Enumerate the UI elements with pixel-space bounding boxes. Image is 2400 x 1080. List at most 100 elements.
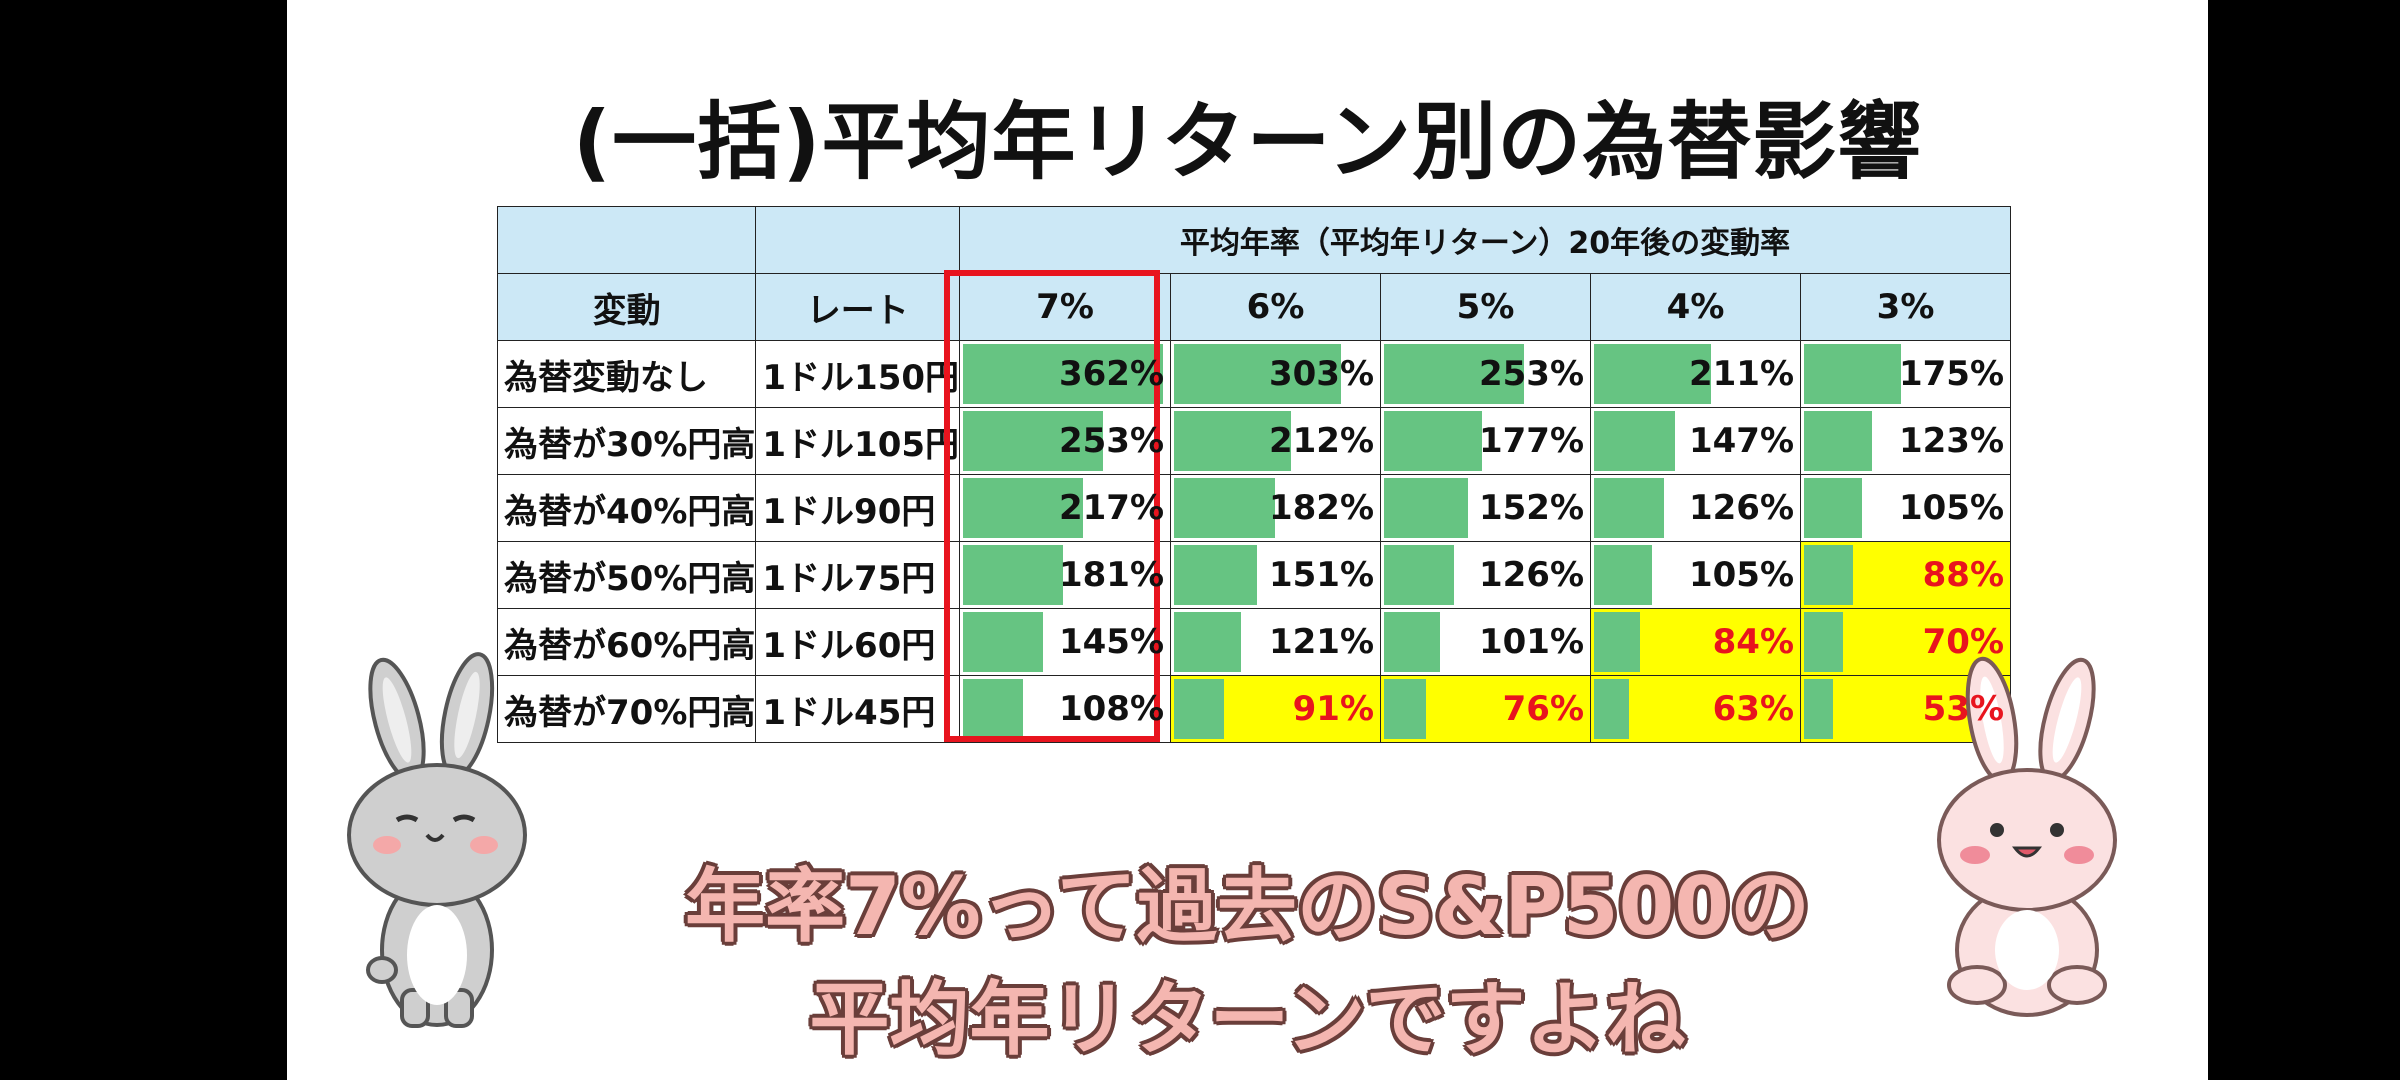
data-bar	[1384, 478, 1469, 538]
value-text: 182%	[1268, 488, 1375, 528]
value-text: 217%	[1058, 488, 1165, 528]
data-bar	[1384, 411, 1483, 471]
value-text: 175%	[1898, 354, 2005, 394]
column-header-row: 変動 レート 7% 6% 5% 4% 3%	[496, 273, 2012, 341]
caption-line-2: 平均年リターンですよね	[809, 973, 1686, 1066]
data-bar	[1804, 411, 1873, 471]
data-bar	[1594, 612, 1641, 672]
value-cell: 152%	[1380, 474, 1592, 542]
col-header-6pct: 6%	[1170, 273, 1382, 341]
group-header: 平均年率（平均年リターン）20年後の変動率	[959, 206, 2012, 274]
value-cell: 101%	[1380, 608, 1592, 676]
row-rate: 1ドル60円	[755, 608, 961, 676]
value-text: 126%	[1688, 488, 1795, 528]
data-bar	[1804, 344, 1902, 404]
value-cell: 108%	[959, 675, 1172, 743]
value-text: 181%	[1058, 555, 1165, 595]
table-row: 為替が40%円高 1ドル90円 217% 182% 152% 126% 105%	[496, 474, 2012, 542]
row-label: 為替が50%円高	[496, 541, 757, 609]
value-text: 53%	[1922, 689, 2005, 729]
value-text: 212%	[1268, 421, 1375, 461]
col-header-5pct: 5%	[1380, 273, 1592, 341]
data-bar	[963, 344, 1164, 404]
table-body: 為替変動なし 1ドル150円 362% 303% 253% 211% 175% 為替が30%円…	[496, 340, 2012, 743]
group-header-row: 平均年率（平均年リターン）20年後の変動率	[496, 206, 2012, 274]
grey-bunny-icon	[347, 652, 527, 1028]
table-row: 為替が30%円高 1ドル105円 253% 212% 177% 147% 123%	[496, 407, 2012, 475]
value-cell: 212%	[1170, 407, 1382, 475]
data-bar	[1174, 679, 1225, 739]
row-label: 為替が30%円高	[496, 407, 757, 475]
value-cell: 88%	[1800, 541, 2012, 609]
data-bar	[963, 612, 1044, 672]
value-text: 211%	[1688, 354, 1795, 394]
value-cell: 253%	[1380, 340, 1592, 408]
highlight-box-7pct	[944, 270, 1160, 742]
row-label: 為替が70%円高	[496, 675, 757, 743]
data-bar	[1174, 411, 1292, 471]
value-cell: 177%	[1380, 407, 1592, 475]
value-cell: 91%	[1170, 675, 1382, 743]
page-title: (一括)平均年リターン別の為替影響	[572, 93, 1923, 191]
value-cell: 303%	[1170, 340, 1382, 408]
value-text: 151%	[1268, 555, 1375, 595]
value-text: 253%	[1058, 421, 1165, 461]
value-cell: 123%	[1800, 407, 2012, 475]
value-text: 126%	[1478, 555, 1585, 595]
data-bar	[1174, 344, 1342, 404]
table-row: 為替が70%円高 1ドル45円 108% 91% 76% 63% 53%	[496, 675, 2012, 743]
value-text: 70%	[1922, 622, 2005, 662]
table-row: 為替が60%円高 1ドル60円 145% 121% 101% 84% 70%	[496, 608, 2012, 676]
value-text: 63%	[1712, 689, 1795, 729]
data-bar	[1384, 612, 1441, 672]
pink-bunny-icon	[1937, 656, 2117, 1017]
data-bar	[1174, 612, 1242, 672]
value-cell: 181%	[959, 541, 1172, 609]
data-bar	[1174, 478, 1276, 538]
value-cell: 105%	[1800, 474, 2012, 542]
fx-impact-table: 平均年率（平均年リターン）20年後の変動率 変動 レート 7% 6% 5% 4%…	[496, 206, 2012, 743]
value-cell: 76%	[1380, 675, 1592, 743]
data-bar	[963, 478, 1084, 538]
table-row: 為替変動なし 1ドル150円 362% 303% 253% 211% 175%	[496, 340, 2012, 408]
data-bar	[1384, 545, 1455, 605]
value-text: 303%	[1268, 354, 1375, 394]
data-bar	[963, 545, 1064, 605]
value-cell: 147%	[1590, 407, 1802, 475]
row-label: 為替が60%円高	[496, 608, 757, 676]
value-text: 177%	[1478, 421, 1585, 461]
value-text: 123%	[1898, 421, 2005, 461]
value-cell: 182%	[1170, 474, 1382, 542]
data-bar	[963, 411, 1104, 471]
value-cell: 126%	[1590, 474, 1802, 542]
row-rate: 1ドル75円	[755, 541, 961, 609]
data-bar	[1804, 679, 1834, 739]
value-cell: 126%	[1380, 541, 1592, 609]
data-bar	[963, 679, 1024, 739]
row-rate: 1ドル45円	[755, 675, 961, 743]
slide: (一括)平均年リターン別の為替影響 平均年率（平均年リターン）20年後の変動率 …	[287, 0, 2208, 1080]
row-rate: 1ドル105円	[755, 407, 961, 475]
value-text: 105%	[1898, 488, 2005, 528]
col-header-rate: レート	[755, 273, 961, 341]
col-header-7pct: 7%	[959, 273, 1172, 341]
data-bar	[1384, 344, 1525, 404]
value-text: 147%	[1688, 421, 1795, 461]
data-bar	[1594, 344, 1712, 404]
value-text: 362%	[1058, 354, 1165, 394]
value-text: 84%	[1712, 622, 1795, 662]
caption-line-1: 年率7%って過去のS&P500の	[685, 860, 1810, 953]
value-text: 101%	[1478, 622, 1585, 662]
value-cell: 151%	[1170, 541, 1382, 609]
data-bar	[1594, 411, 1676, 471]
blank-header-cell	[496, 206, 757, 274]
data-bar	[1804, 478, 1863, 538]
value-cell: 84%	[1590, 608, 1802, 676]
value-text: 152%	[1478, 488, 1585, 528]
value-cell: 145%	[959, 608, 1172, 676]
value-text: 145%	[1058, 622, 1165, 662]
value-text: 88%	[1922, 555, 2005, 595]
data-bar	[1804, 612, 1844, 672]
value-cell: 175%	[1800, 340, 2012, 408]
value-text: 76%	[1502, 689, 1585, 729]
